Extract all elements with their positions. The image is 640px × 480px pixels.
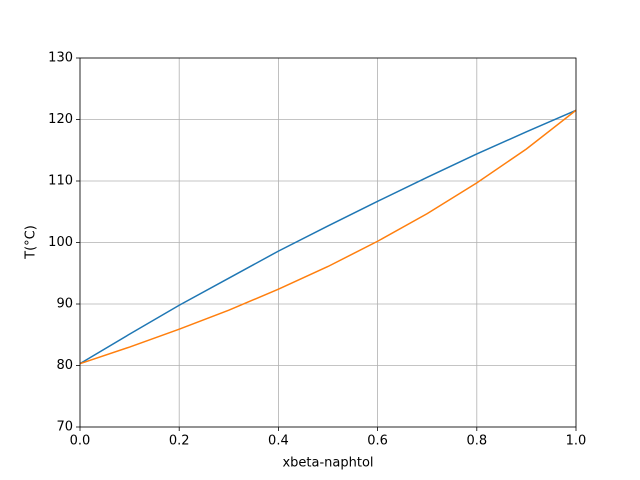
y-tick-label: 130	[48, 51, 73, 66]
x-tick-label: 0.0	[70, 434, 91, 449]
plot-frame	[79, 57, 577, 428]
y-tick-label: 70	[56, 420, 73, 435]
y-tick-label: 80	[56, 358, 73, 373]
y-tick-label: 90	[56, 297, 73, 312]
x-tick-label: 0.2	[169, 434, 190, 449]
x-tick-label: 0.6	[367, 434, 388, 449]
y-tick-label: 110	[48, 174, 73, 189]
y-tick-label: 100	[48, 235, 73, 250]
series-line	[79, 109, 577, 365]
series-line	[79, 109, 577, 365]
y-tick-label: 120	[48, 112, 73, 127]
y-axis-label: T(°C)	[24, 225, 39, 260]
x-axis-label: xbeta-naphtol	[282, 456, 373, 471]
x-tick-label: 1.0	[566, 434, 587, 449]
x-tick-label: 0.8	[466, 434, 487, 449]
x-tick-label: 0.4	[268, 434, 289, 449]
